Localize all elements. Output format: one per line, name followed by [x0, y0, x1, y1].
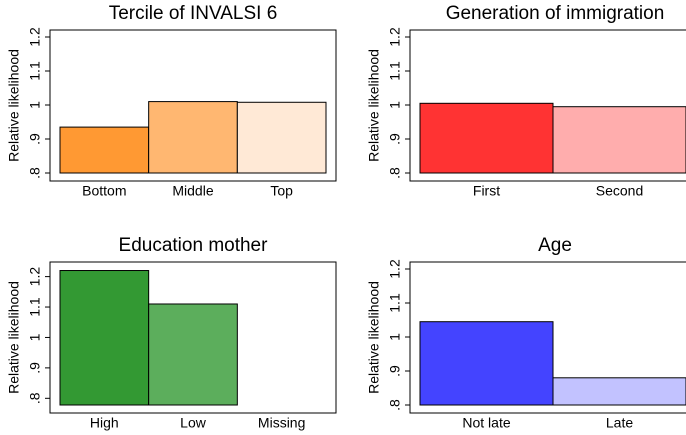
chart-title: Tercile of INVALSI 6 [109, 3, 278, 24]
y-tick-label: 1.1 [27, 61, 43, 81]
x-tick-label: Low [180, 415, 207, 431]
x-tick-label: Not late [462, 415, 510, 431]
y-tick-label: 1 [27, 333, 43, 341]
y-axis-label: Relative likelihood [366, 49, 382, 162]
chart-title: Education mother [119, 235, 269, 256]
x-tick-label: Bottom [82, 183, 126, 199]
y-tick-label: 1.2 [27, 27, 43, 47]
bar [148, 303, 238, 406]
y-tick-label: 1.1 [387, 61, 403, 81]
y-axis-label: Relative likelihood [6, 281, 22, 394]
bar [148, 101, 238, 174]
y-tick-label: .9 [27, 362, 43, 374]
y-tick-label: 1 [27, 101, 43, 109]
x-tick-label: High [90, 415, 119, 431]
y-axis-label: Relative likelihood [6, 49, 22, 162]
y-tick-label: 1.1 [387, 293, 403, 313]
bar [59, 126, 150, 174]
bar [419, 321, 554, 406]
y-tick-label: 1 [387, 333, 403, 341]
y-tick-label: .9 [27, 133, 43, 145]
bar [552, 377, 686, 406]
y-tick-label: .9 [387, 133, 403, 145]
x-tick-label: Late [606, 415, 633, 431]
bar [59, 270, 150, 406]
y-tick-label: 1.2 [387, 259, 403, 279]
y-tick-label: 1.2 [387, 27, 403, 47]
chart-title: Age [538, 235, 572, 256]
chart-title: Generation of immigration [446, 3, 665, 24]
x-tick-label: Second [596, 183, 643, 199]
y-tick-label: .8 [387, 399, 403, 411]
y-tick-label: .8 [27, 392, 43, 404]
x-tick-label: Middle [172, 183, 213, 199]
y-tick-label: .9 [387, 365, 403, 377]
x-tick-label: Missing [258, 415, 305, 431]
x-tick-label: Top [270, 183, 293, 199]
x-tick-label: First [473, 183, 500, 199]
bar [419, 102, 554, 174]
bar [236, 101, 327, 174]
y-tick-label: 1.2 [27, 267, 43, 287]
y-tick-label: 1 [387, 101, 403, 109]
y-tick-label: .8 [387, 167, 403, 179]
bar [552, 106, 686, 174]
y-tick-label: .8 [27, 167, 43, 179]
y-axis-label: Relative likelihood [366, 281, 382, 394]
y-tick-label: 1.1 [27, 297, 43, 317]
